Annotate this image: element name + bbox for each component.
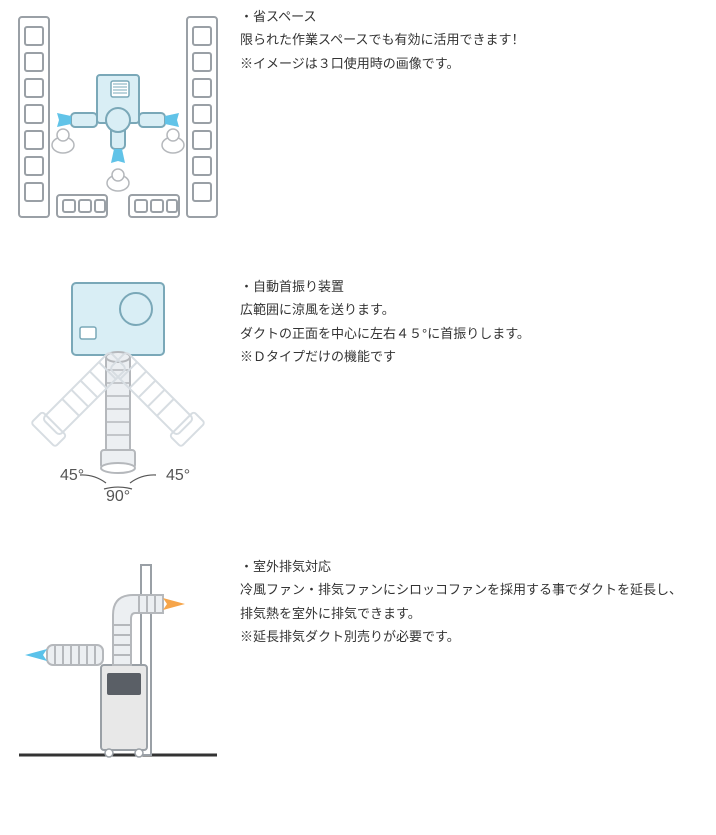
feature-outdoor-exhaust: ・室外排気対応 冷風ファン・排気ファンにシロッコファンを採用する事でダクトを延長…	[5, 555, 711, 765]
space-saving-diagram	[13, 5, 223, 225]
angle-left-label: 45°	[60, 467, 84, 484]
feature-title: ・自動首振り装置	[240, 275, 711, 298]
illustration-space-saving	[5, 5, 230, 225]
feature-text-2: ・自動首振り装置 広範囲に涼風を送ります。 ダクトの正面を中心に左右４５°に首振…	[230, 275, 711, 369]
feature-line: 限られた作業スペースでも有効に活用できます！	[240, 28, 711, 51]
illustration-outdoor-exhaust	[5, 555, 230, 765]
feature-text-1: ・省スペース 限られた作業スペースでも有効に活用できます！ ※イメージは３口使用…	[230, 5, 711, 75]
feature-line: ※イメージは３口使用時の画像です。	[240, 52, 711, 75]
illustration-oscillation: 45° 45° 90°	[5, 275, 230, 505]
angle-center-label: 90°	[106, 488, 130, 505]
feature-space-saving: ・省スペース 限られた作業スペースでも有効に活用できます！ ※イメージは３口使用…	[5, 5, 711, 225]
feature-title: ・室外排気対応	[240, 555, 711, 578]
feature-line: ※延長排気ダクト別売りが必要です。	[240, 625, 711, 648]
feature-line: ダクトの正面を中心に左右４５°に首振りします。	[240, 322, 711, 345]
feature-title: ・省スペース	[240, 5, 711, 28]
cold-air-arrow-icon	[25, 649, 47, 661]
feature-line: 広範囲に涼風を送ります。	[240, 298, 711, 321]
feature-text-3: ・室外排気対応 冷風ファン・排気ファンにシロッコファンを採用する事でダクトを延長…	[230, 555, 711, 649]
feature-line: 排気熱を室外に排気できます。	[240, 602, 711, 625]
feature-line: ※Ｄタイプだけの機能です	[240, 345, 711, 368]
angle-right-label: 45°	[166, 467, 190, 484]
hot-air-arrow-icon	[163, 598, 185, 610]
oscillation-diagram: 45° 45° 90°	[18, 275, 218, 505]
feature-oscillation: 45° 45° 90° ・自動首振り装置 広範囲に涼風を送ります。 ダクトの正面…	[5, 275, 711, 505]
outdoor-exhaust-diagram	[13, 555, 223, 765]
feature-line: 冷風ファン・排気ファンにシロッコファンを採用する事でダクトを延長し、	[240, 578, 711, 601]
